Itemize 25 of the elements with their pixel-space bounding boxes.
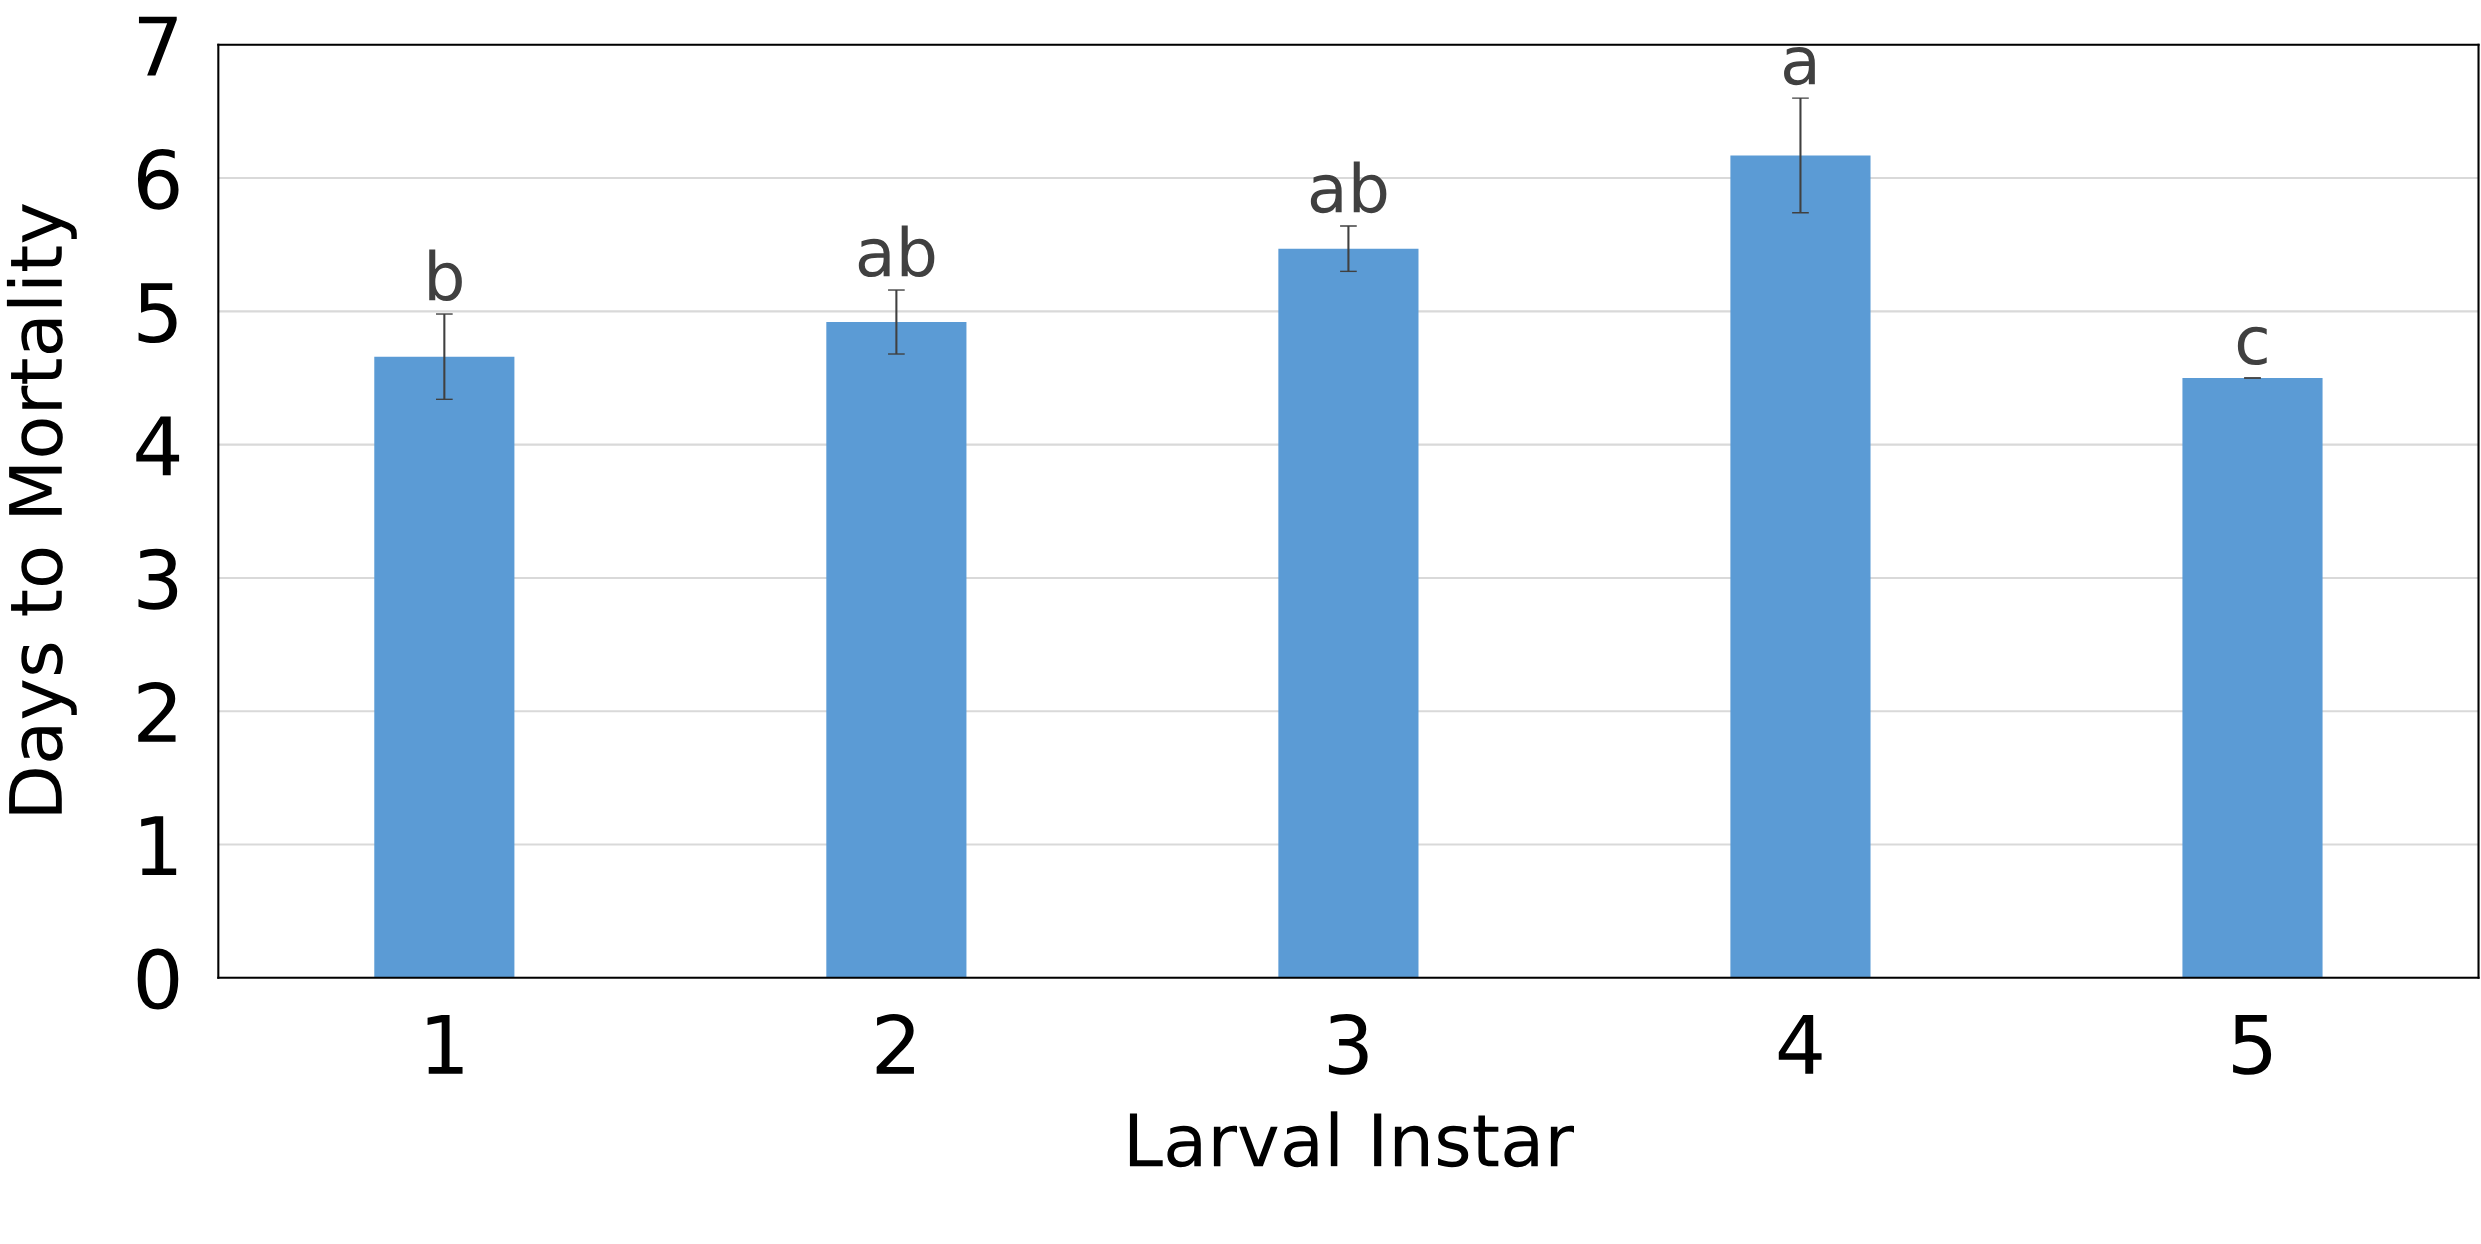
bar — [2182, 378, 2323, 978]
x-tick-label: 5 — [2233, 1014, 2272, 1075]
annotation: a — [1784, 46, 1815, 86]
bar — [1730, 155, 1871, 978]
y-tick-label: 6 — [137, 148, 179, 210]
bar — [826, 322, 967, 978]
x-tick-label: 2 — [876, 1013, 914, 1074]
y-tick-label: 7 — [138, 16, 177, 76]
y-tick-label: 4 — [136, 416, 180, 476]
bar — [1278, 248, 1419, 978]
y-tick-label: 3 — [138, 548, 178, 610]
y-tick-label: 5 — [138, 283, 177, 344]
y-tick-label: 1 — [141, 816, 177, 876]
y-tick-label: 2 — [138, 682, 176, 742]
annotation: ab — [858, 225, 935, 278]
x-tick-label: 4 — [1778, 1014, 1822, 1074]
annotation: ab — [1310, 161, 1387, 214]
x-tick-label: 3 — [1328, 1013, 1368, 1075]
x-axis-title: Larval Instar — [1129, 1111, 1575, 1168]
y-axis-title: Days to Mortality — [6, 204, 77, 814]
x-tick-label: 1 — [427, 1014, 463, 1074]
bar — [374, 356, 515, 978]
y-tick-label: 0 — [137, 948, 179, 1010]
annotation: b — [429, 249, 462, 302]
annotation: c — [2237, 326, 2267, 366]
